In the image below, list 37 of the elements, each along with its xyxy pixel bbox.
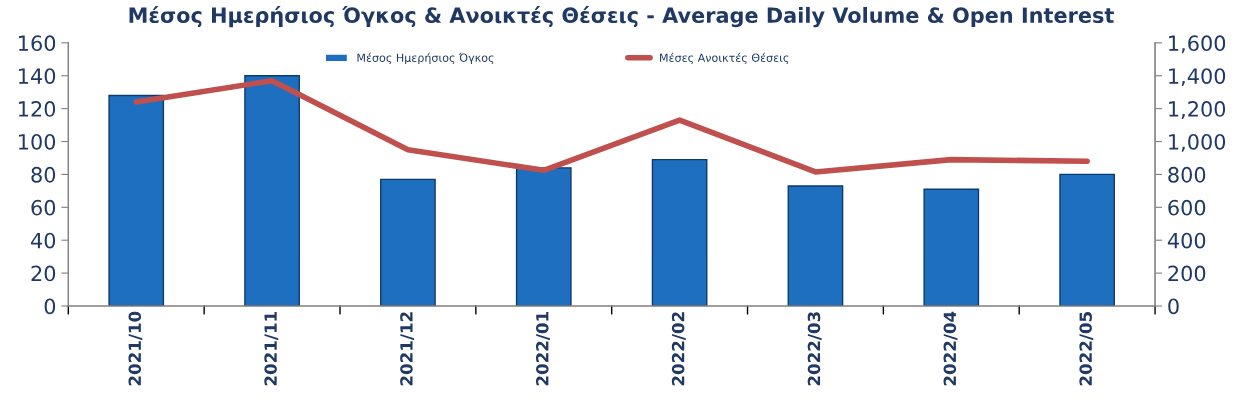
x-tick-label: 2022/04 [943,311,958,386]
legend-label: Μέσος Ημερήσιος Όγκος [357,52,494,65]
x-tick-label: 2021/11 [264,312,279,386]
y-tick-label: 0 [44,298,56,315]
y2-tick-label: 800 [1168,166,1206,183]
chart-title: Μέσος Ημερήσιος Όγκος & Ανοικτές Θέσεις - Average Daily Volume & Open Interest [129,6,1114,28]
y-tick-label: 160 [19,35,56,52]
y-tick-label: 120 [19,101,56,117]
y-tick-label: 140 [19,68,56,84]
bar [108,94,165,306]
y2-tick-label: 0 [1168,298,1179,315]
bar [651,158,708,306]
y2-tick-label: 1,600 [1169,35,1226,54]
bar [244,75,300,306]
x-tick-label: 2022/01 [535,312,550,386]
y2-tick-label: 400 [1167,232,1206,249]
y2-tick-label: 600 [1168,199,1206,216]
y-tick-label: 40 [31,232,56,249]
bar [923,188,980,306]
y-tick-label: 60 [31,199,56,216]
bar [515,167,572,306]
bar [1059,173,1116,306]
x-tick-label: 2022/03 [807,312,822,386]
bar [787,185,844,306]
x-tick-label: 2021/10 [128,311,143,386]
x-tick-label: 2022/02 [671,312,686,386]
y-tick-label: 20 [31,265,56,282]
y2-tick-label: 1,200 [1169,101,1226,119]
legend-label: Μέσες Ανοικτές Θέσεις [660,52,789,65]
y2-tick-label: 1,400 [1169,68,1226,87]
y2-tick-label: 200 [1168,265,1206,282]
x-tick-label: 2022/05 [1079,312,1094,386]
y-tick-label: 80 [31,166,56,183]
y2-tick-label: 1,000 [1169,133,1226,152]
x-tick-label: 2021/12 [400,312,415,386]
y-tick-label: 100 [19,133,56,150]
bar [380,178,436,306]
